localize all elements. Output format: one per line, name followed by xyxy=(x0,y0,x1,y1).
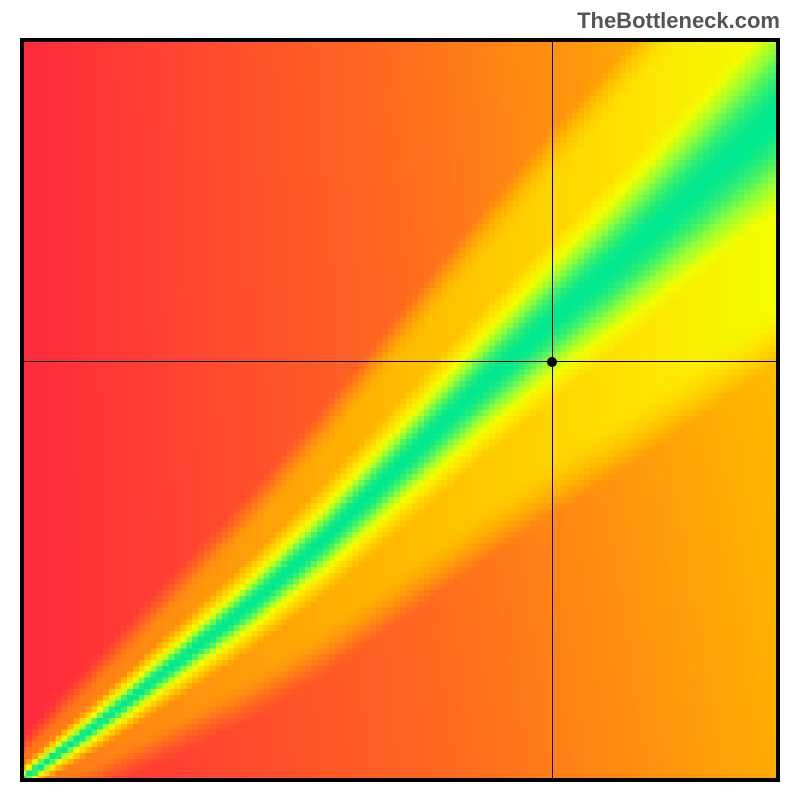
crosshair-vertical xyxy=(552,38,553,782)
chart-container: TheBottleneck.com xyxy=(0,0,800,800)
crosshair-horizontal xyxy=(20,361,780,362)
selected-point-marker xyxy=(547,357,557,367)
bottleneck-heatmap xyxy=(20,38,780,782)
watermark-text: TheBottleneck.com xyxy=(577,8,780,34)
